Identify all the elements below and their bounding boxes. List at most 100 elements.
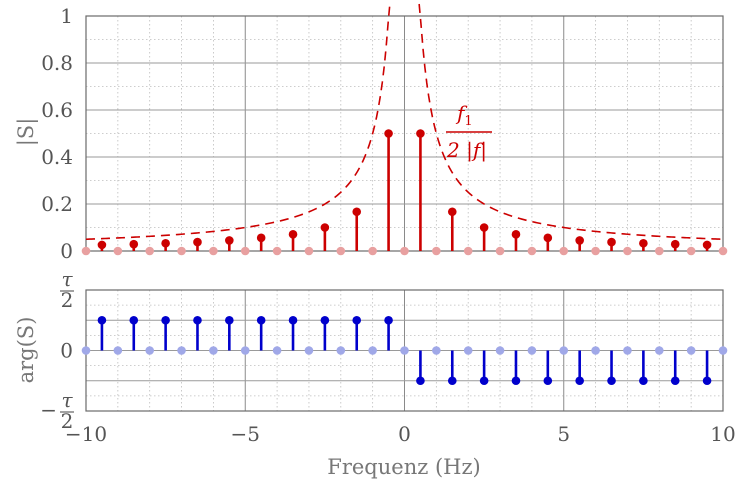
stem-marker-zero <box>368 346 377 355</box>
stem-marker-zero <box>623 346 632 355</box>
stem-marker <box>416 376 425 386</box>
stem-marker-zero <box>559 246 569 256</box>
tick-denominator: 2 <box>61 288 74 312</box>
stem-marker-zero <box>495 346 505 355</box>
stem-marker-zero <box>527 346 537 355</box>
stem-marker <box>543 376 553 386</box>
stem-marker <box>447 376 457 386</box>
stem-marker-zero <box>400 346 409 355</box>
stem-marker-zero <box>686 346 696 355</box>
stem-marker <box>288 315 298 325</box>
magnitude-axis-label: |S| <box>14 118 39 147</box>
stem-marker <box>479 223 489 232</box>
stem-marker <box>416 129 425 138</box>
y-tick-label: 0.2 <box>41 192 73 216</box>
stem-marker-zero <box>240 246 250 256</box>
stem-marker-zero <box>368 246 377 256</box>
stem-marker-zero <box>623 246 632 256</box>
stem-marker <box>129 315 139 325</box>
stem-marker <box>320 223 330 232</box>
stem-marker-zero <box>113 346 123 355</box>
stem-marker-zero <box>400 246 409 256</box>
stem-marker-zero <box>463 246 473 256</box>
stem-marker-zero <box>240 346 250 355</box>
stem-marker <box>384 315 393 325</box>
stem-marker-zero <box>113 246 123 256</box>
stem-marker <box>670 376 680 386</box>
stem-marker <box>575 236 584 245</box>
phase-y-tick-label: 0 <box>60 339 73 363</box>
stem-marker <box>511 230 521 239</box>
stem-marker-zero <box>81 246 91 256</box>
x-tick-label: −5 <box>231 422 260 446</box>
stem-marker <box>193 315 202 325</box>
annotation-numerator: f1 <box>455 101 473 129</box>
stem-marker-zero <box>591 246 600 256</box>
tick-minus-sign: − <box>40 398 57 422</box>
tick-denominator: 2 <box>61 409 74 433</box>
stem-marker-zero <box>495 246 505 256</box>
frequency-axis-label: Frequenz (Hz) <box>327 455 480 479</box>
stem-marker-zero <box>686 246 696 256</box>
x-tick-label: 5 <box>557 422 570 446</box>
stem-marker <box>575 376 584 386</box>
stem-marker-zero <box>655 246 664 256</box>
x-tick-label: 0 <box>398 422 411 446</box>
x-tick-label: 10 <box>710 422 735 446</box>
stem-marker-zero <box>463 346 473 355</box>
y-tick-label: 0.4 <box>41 145 73 169</box>
phase-axis-label: arg(S) <box>14 317 38 384</box>
magnitude-stems <box>81 129 728 256</box>
stem-marker-zero <box>432 246 441 256</box>
stem-marker <box>97 240 107 250</box>
y-tick-label: 0.6 <box>41 98 73 122</box>
stem-marker-zero <box>718 246 728 256</box>
stem-marker <box>225 236 234 245</box>
stem-marker <box>288 230 298 239</box>
stem-marker-zero <box>527 246 537 256</box>
stem-marker-zero <box>177 346 186 355</box>
stem-marker <box>225 315 234 325</box>
stem-marker <box>702 376 712 386</box>
stem-marker <box>639 238 648 248</box>
stem-marker <box>193 237 202 247</box>
phase-stems <box>81 315 728 386</box>
stem-marker-zero <box>432 346 441 355</box>
stem-marker-zero <box>304 346 314 355</box>
stem-marker-zero <box>145 246 154 256</box>
stem-marker-zero <box>81 346 91 355</box>
stem-marker <box>352 207 362 217</box>
stem-marker <box>256 233 266 243</box>
stem-marker <box>607 376 616 386</box>
stem-marker-zero <box>591 346 600 355</box>
stem-marker <box>639 376 648 386</box>
stem-marker-zero <box>336 346 346 355</box>
stem-marker <box>129 239 139 249</box>
stem-marker <box>607 237 616 247</box>
stem-marker-zero <box>655 346 664 355</box>
stem-marker <box>543 233 553 243</box>
annotation-denominator: 2 |f| <box>446 138 487 163</box>
stem-marker-zero <box>559 346 569 355</box>
stem-marker <box>447 207 457 217</box>
phase-y-tick-label: τ2− <box>40 388 74 433</box>
stem-marker-zero <box>272 346 282 355</box>
stem-marker-zero <box>209 246 218 256</box>
stem-marker-zero <box>209 346 218 355</box>
stem-marker <box>702 240 712 250</box>
stem-marker-zero <box>304 246 314 256</box>
stem-marker <box>161 315 170 325</box>
y-tick-label: 1 <box>60 4 73 28</box>
tick-numerator: τ <box>61 267 73 291</box>
stem-marker-zero <box>145 346 154 355</box>
x-tick-label: −10 <box>65 422 107 446</box>
stem-marker <box>97 315 107 325</box>
stem-marker <box>670 239 680 249</box>
y-tick-label: 0 <box>60 239 73 263</box>
stem-marker <box>161 238 170 248</box>
phase-y-tick-label: τ2 <box>60 267 74 312</box>
stem-marker-zero <box>272 246 282 256</box>
envelope-annotation: f1 2 |f| <box>446 101 492 163</box>
